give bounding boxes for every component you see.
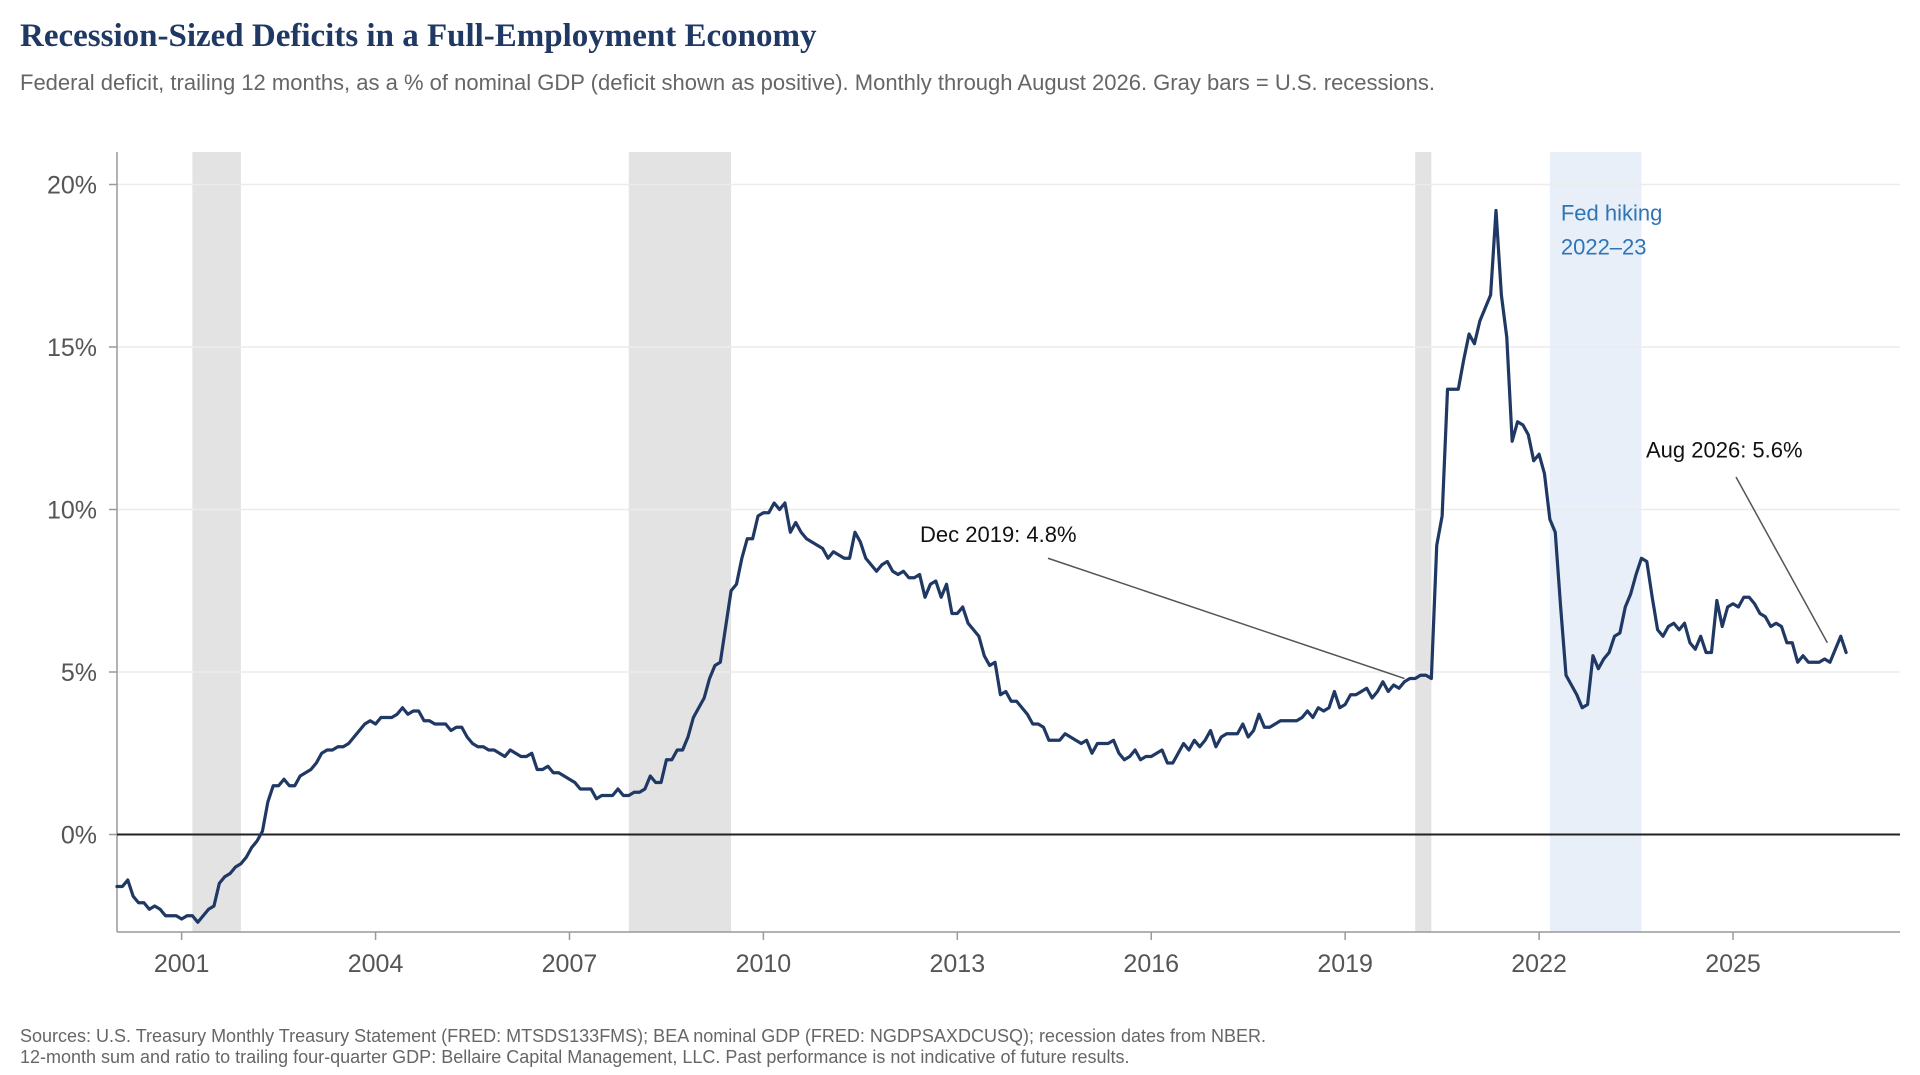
x-tick-label-2001: 2001: [154, 950, 210, 978]
source-line-2: 12-month sum and ratio to trailing four-…: [20, 1047, 1130, 1067]
source-note: Sources: U.S. Treasury Monthly Treasury …: [20, 1026, 1266, 1068]
x-tick-label-2022: 2022: [1511, 950, 1567, 978]
chart-subtitle: Federal deficit, trailing 12 months, as …: [20, 70, 1436, 95]
recession-band-2: [628, 152, 732, 932]
aug-2026-annotation: Aug 2026: 5.6%: [1646, 438, 1803, 463]
x-tick-label-2010: 2010: [736, 950, 792, 978]
deficit-series-line: [115, 208, 1848, 924]
fed-hiking-label-line1: Fed hiking: [1561, 200, 1663, 225]
aug-2026-leader-line: [1735, 476, 1829, 644]
deficit-line-chart: 0% 5% 10% 15% 20% 2001 2004 2007 2010 2013 2016 201…: [47, 152, 1900, 979]
axis-ticks: 0% 5% 10% 15% 20% 2001 2004 2007 2010 2013 2016 201…: [47, 172, 1761, 979]
fed-hiking-label: Fed hiking 2022–23: [1561, 200, 1663, 259]
y-tick-label-20: 20%: [47, 172, 97, 200]
y-tick-label-15: 15%: [47, 334, 97, 362]
x-tick-label-2013: 2013: [930, 950, 986, 978]
x-tick-label-2016: 2016: [1123, 950, 1179, 978]
fed-hiking-label-line2: 2022–23: [1561, 234, 1647, 259]
y-tick-label-5: 5%: [61, 659, 97, 687]
axes: [116, 152, 1900, 933]
recession-band-3: [1415, 152, 1432, 932]
y-tick-label-10: 10%: [47, 497, 97, 525]
chart-title: Recession-Sized Deficits in a Full-Emplo…: [20, 18, 817, 54]
shaded-bands: [192, 152, 1642, 932]
gridlines: [117, 183, 1900, 673]
x-tick-label-2019: 2019: [1317, 950, 1373, 978]
x-tick-label-2007: 2007: [542, 950, 598, 978]
recession-band-1: [192, 152, 241, 932]
dec-2019-annotation: Dec 2019: 4.8%: [920, 522, 1077, 547]
x-tick-label-2004: 2004: [348, 950, 404, 978]
source-line-1: Sources: U.S. Treasury Monthly Treasury …: [20, 1026, 1267, 1046]
annotations: Dec 2019: 4.8% Aug 2026: 5.6%: [920, 438, 1829, 680]
x-tick-label-2025: 2025: [1705, 950, 1761, 978]
dec-2019-leader-line: [1047, 557, 1405, 680]
fed-hiking-band: [1549, 152, 1642, 932]
y-tick-label-0: 0%: [61, 822, 97, 850]
